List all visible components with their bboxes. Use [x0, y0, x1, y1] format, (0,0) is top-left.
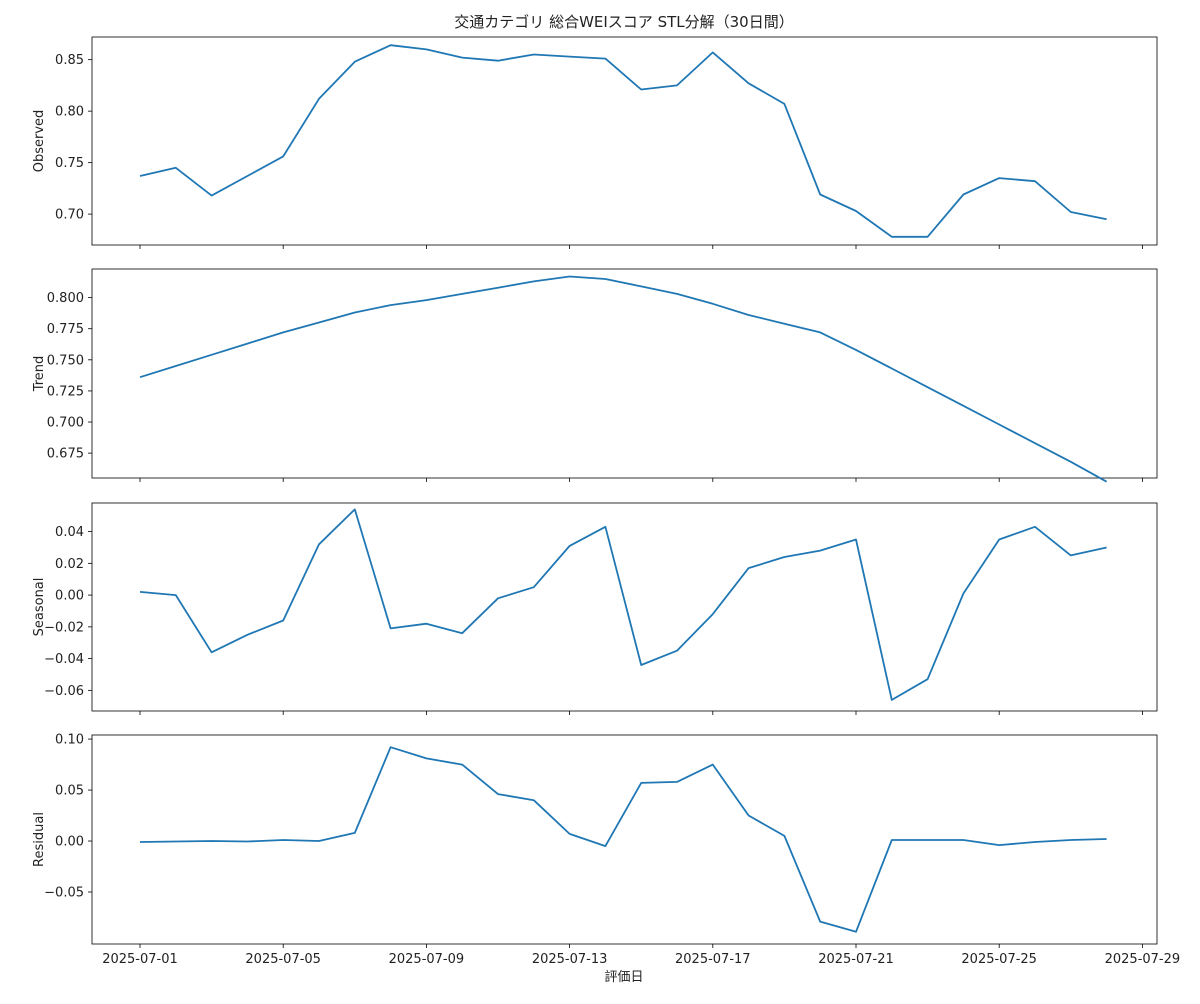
panel-frame — [91, 734, 1158, 945]
y-tick-label: 0.04 — [55, 525, 84, 540]
x-tick-label: 2025-07-13 — [532, 952, 608, 967]
chart-title: 交通カテゴリ 総合WEIスコア STL分解（30日間） — [454, 13, 793, 31]
x-axis-label: 評価日 — [604, 970, 643, 985]
x-tick-label: 2025-07-01 — [102, 952, 178, 967]
y-tick-label: 0.00 — [55, 589, 84, 604]
series-line-trend — [139, 275, 1108, 483]
panel-observed: 0.70 0.75 0.80 0.85 Observed — [32, 36, 1158, 249]
panel-seasonal: −0.06 −0.04 −0.02 0.00 0.02 0.04 Seasonal — [32, 502, 1158, 715]
panel-trend: 0.675 0.700 0.725 0.750 0.775 0.800 Trend — [32, 268, 1158, 483]
series-line-observed — [139, 44, 1107, 238]
x-tick-label: 2025-07-29 — [1105, 952, 1181, 967]
x-tick-label: 2025-07-09 — [389, 952, 465, 967]
y-tick-label: −0.02 — [44, 620, 84, 635]
y-tick-label: 0.00 — [55, 835, 84, 850]
panel-frame — [91, 268, 1158, 479]
series-line-seasonal — [139, 508, 1107, 701]
y-tick-label: 0.02 — [55, 557, 84, 572]
y-tick-label: −0.06 — [44, 684, 84, 699]
x-tick-label: 2025-07-05 — [245, 952, 321, 967]
x-tick-label: 2025-07-17 — [675, 952, 751, 967]
y-tick-label: 0.85 — [55, 53, 84, 68]
panel-residual: −0.05 0.00 0.05 0.10 Residual 2025-07-01 2025-… — [32, 733, 1180, 967]
y-axis-label: Residual — [32, 812, 47, 867]
y-axis-label: Trend — [32, 356, 47, 393]
y-tick-label: 0.10 — [55, 733, 84, 748]
y-tick-label: 0.05 — [55, 784, 84, 799]
y-tick-label: 0.775 — [47, 322, 84, 337]
y-tick-label: −0.04 — [44, 652, 84, 667]
y-tick-label: 0.800 — [47, 291, 84, 306]
y-tick-label: 0.725 — [47, 384, 84, 399]
panel-frame — [91, 36, 1158, 246]
y-tick-label: −0.05 — [44, 886, 84, 901]
x-tick-label: 2025-07-25 — [961, 952, 1037, 967]
x-tick-label: 2025-07-21 — [818, 952, 894, 967]
y-tick-label: 0.750 — [47, 353, 84, 368]
y-axis-label: Observed — [32, 110, 47, 173]
y-tick-label: 0.80 — [55, 105, 84, 120]
series-line-residual — [139, 746, 1107, 933]
y-tick-label: 0.675 — [47, 447, 84, 462]
y-tick-label: 0.700 — [47, 416, 84, 431]
y-axis-label: Seasonal — [32, 578, 47, 637]
y-tick-label: 0.70 — [55, 208, 84, 223]
y-tick-label: 0.75 — [55, 156, 84, 171]
panel-frame — [91, 502, 1158, 712]
